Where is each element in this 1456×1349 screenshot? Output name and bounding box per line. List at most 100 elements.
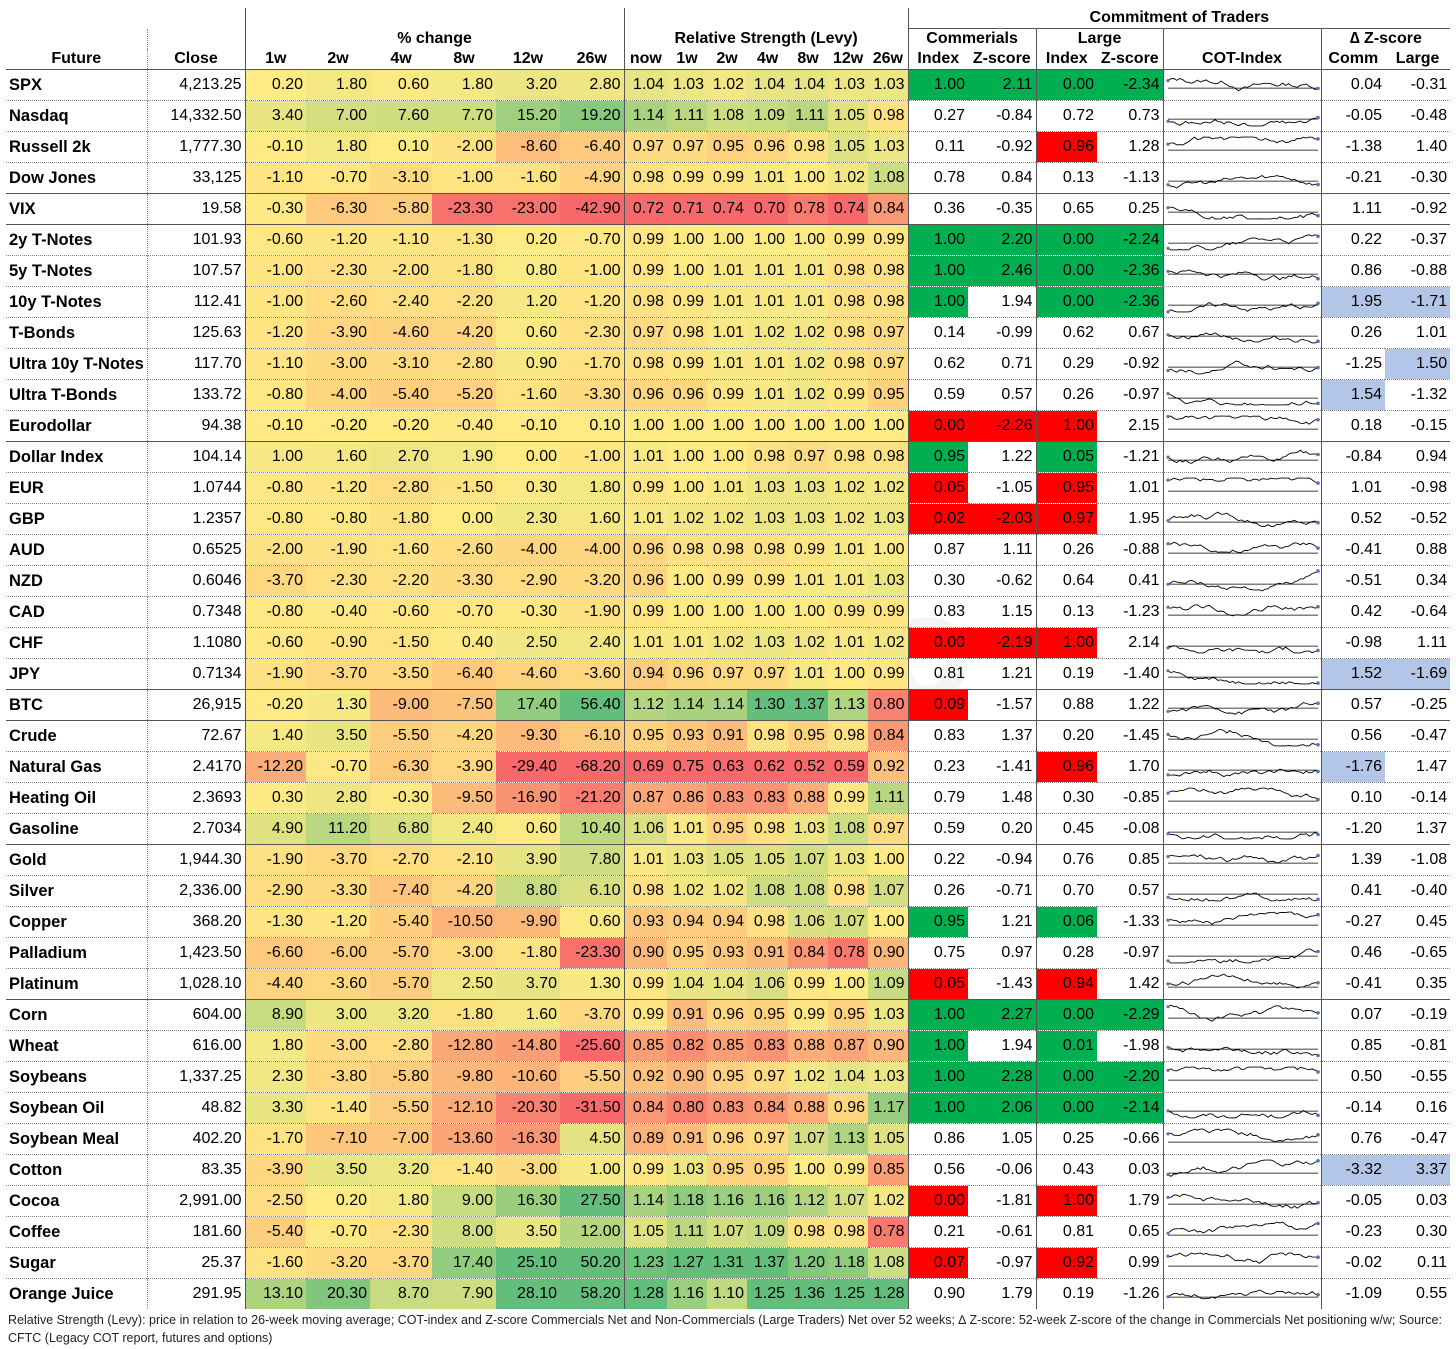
relative-strength-cell: 0.98 [667,534,708,566]
relative-strength-cell: 1.31 [707,1247,748,1279]
table-row: T-Bonds 125.63 -1.20 -3.90 -4.60 -4.20 0.60 -2.… [6,317,1451,349]
relative-strength-cell: 0.62 [747,751,789,783]
sparkline-first-point [1165,79,1170,83]
commercials-zscore: 1.37 [968,720,1037,752]
close-price: 104.14 [146,441,245,473]
commercials-index: 0.11 [907,131,969,163]
pct-change-cell: -12.80 [432,1030,496,1062]
pct-change-cell: 9.00 [432,1185,496,1217]
commercials-zscore: 2.11 [968,69,1037,101]
pct-change-cell: -21.20 [560,782,625,814]
col-dz-large: Large [1385,49,1451,70]
pct-change-cell: -0.60 [370,596,432,628]
relative-strength-cell: 1.01 [623,627,668,659]
cot-index-sparkline [1165,392,1320,406]
pct-change-cell: 3.20 [496,69,560,101]
future-name: Gold [6,844,147,876]
cot-index-chart [1162,224,1322,256]
cot-index-chart [1162,596,1322,628]
cot-table-container: Commitment of Traders % change Relative … [6,8,1451,1309]
cot-index-chart [1162,348,1322,380]
sparkline-last-point [1315,1292,1320,1297]
pct-change-cell: 0.90 [496,348,560,380]
sparkline-last-point [1315,115,1320,120]
commercials-index: 0.79 [907,782,969,814]
pct-change-cell: -1.00 [560,441,625,473]
sparkline-first-point [1165,773,1170,777]
relative-strength-cell: 0.87 [828,1030,869,1062]
delta-zscore-comm: 0.86 [1320,255,1386,287]
pct-change-cell: 2.50 [432,968,496,1000]
commercials-zscore: -2.19 [968,627,1037,659]
delta-zscore-large: -0.37 [1385,224,1451,256]
footnote: Relative Strength (Levy): price in relat… [8,1313,1442,1345]
pct-change-cell: 0.60 [370,69,432,101]
col-pct-4w: 4w [370,49,432,70]
pct-change-cell: 2.70 [370,441,432,473]
pct-change-cell: -6.60 [244,937,306,969]
pct-change-cell: -1.40 [306,1092,370,1124]
relative-strength-cell: 0.98 [623,162,668,194]
pct-change-cell: 28.10 [496,1278,560,1309]
pct-change-cell: -25.60 [560,1030,625,1062]
cot-index-sparkline [1165,477,1320,492]
pct-change-cell: -6.00 [306,937,370,969]
relative-strength-cell: 1.01 [788,286,829,318]
relative-strength-cell: 1.02 [707,627,748,659]
pct-change-cell: -16.90 [496,782,560,814]
relative-strength-cell: 1.09 [747,1216,789,1248]
table-row: Dow Jones 33,125 -1.10 -0.70 -3.10 -1.00 -1.60… [6,162,1451,194]
relative-strength-cell: 1.08 [828,813,869,845]
future-name: Natural Gas [6,751,147,783]
relative-strength-cell: 0.84 [868,193,909,225]
pct-change-cell: -20.30 [496,1092,560,1124]
col-pct-1w: 1w [244,49,306,70]
sparkline-first-point [1165,392,1170,396]
relative-strength-cell: 0.93 [623,906,668,938]
pct-change-cell: -3.60 [560,658,625,690]
commercials-zscore: 2.27 [968,999,1037,1031]
large-zscore: 1.95 [1097,503,1164,535]
relative-strength-cell: 0.98 [828,875,869,907]
pct-change-cell: -5.50 [560,1061,625,1093]
commercials-zscore: 0.20 [968,813,1037,845]
relative-strength-cell: 1.12 [623,689,668,721]
relative-strength-cell: 1.00 [828,410,869,442]
relative-strength-cell: 1.04 [828,1061,869,1093]
sparkline-first-point [1165,709,1170,713]
sparkline-series [1167,892,1318,902]
future-name: Coffee [6,1216,147,1248]
commercials-index: 0.05 [907,968,969,1000]
table-row: EUR 1.0744 -0.80 -1.20 -2.80 -1.50 0.30 1.80 0.9… [6,472,1451,504]
delta-zscore-comm: -1.76 [1320,751,1386,783]
table-row: VIX 19.58 -0.30 -6.30 -5.80 -23.30 -23.00 -42.9… [6,193,1451,225]
pct-change-cell: 1.80 [306,131,370,163]
relative-strength-cell: 0.98 [707,534,748,566]
sparkline-series [1167,702,1318,715]
sparkline-last-point [1315,1201,1320,1205]
large-index: 0.43 [1035,1154,1098,1186]
sparkline-series [1167,332,1318,344]
sparkline-series [1167,1046,1318,1056]
table-row: JPY 0.7134 -1.90 -3.70 -3.50 -6.40 -4.60 -3.60 0… [6,658,1451,690]
relative-strength-cell: 1.18 [667,1185,708,1217]
delta-zscore-comm: -0.05 [1320,1185,1386,1217]
cot-index-chart [1162,534,1322,566]
pct-change-cell: -2.30 [306,255,370,287]
relative-strength-cell: 1.03 [868,999,909,1031]
large-index: 0.26 [1035,379,1098,411]
relative-strength-cell: 0.99 [667,348,708,380]
cot-index-sparkline [1165,892,1320,902]
pct-change-cell: -29.40 [496,751,560,783]
large-index: 0.30 [1035,782,1098,814]
delta-zscore-large: -0.47 [1385,1123,1451,1155]
large-zscore: -2.24 [1097,224,1164,256]
delta-zscore-comm: 0.41 [1320,875,1386,907]
relative-strength-cell: 1.07 [828,1185,869,1217]
cot-index-sparkline [1165,234,1320,251]
cot-index-sparkline [1165,948,1320,964]
delta-zscore-comm: -0.27 [1320,906,1386,938]
pct-change-cell: -1.70 [560,348,625,380]
future-name: Cotton [6,1154,147,1186]
relative-strength-cell: 0.96 [667,379,708,411]
